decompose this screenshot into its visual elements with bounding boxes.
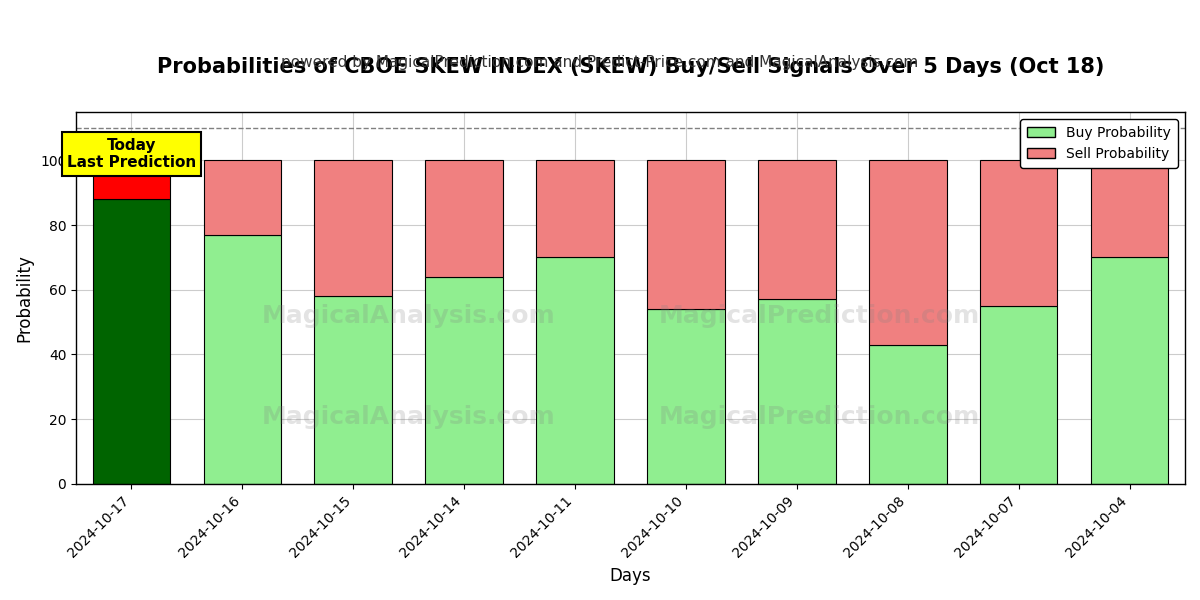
Bar (980, 160, 1057, 306)
Bar (869, 345, 947, 484)
Title: Probabilities of CBOE SKEW INDEX (SKEW) Buy/Sell Signals Over 5 Days (Oct 18): Probabilities of CBOE SKEW INDEX (SKEW) … (157, 57, 1104, 77)
Bar (869, 160, 947, 345)
Text: MagicalAnalysis.com: MagicalAnalysis.com (262, 304, 556, 328)
Text: MagicalPrediction.com: MagicalPrediction.com (659, 304, 979, 328)
Text: MagicalPrediction.com: MagicalPrediction.com (659, 405, 979, 429)
Text: powered by MagicalPrediction.com and Predict-Price.com and MagicalAnalysis.com: powered by MagicalPrediction.com and Pre… (281, 55, 919, 70)
Bar (536, 257, 614, 484)
Bar (92, 160, 170, 199)
Bar (204, 235, 281, 484)
Bar (1091, 257, 1169, 484)
Text: Today
Last Prediction: Today Last Prediction (67, 138, 196, 170)
Bar (758, 160, 835, 299)
X-axis label: Days: Days (610, 567, 652, 585)
Bar (758, 299, 835, 484)
Bar (425, 277, 503, 484)
Bar (314, 160, 392, 296)
Y-axis label: Probability: Probability (14, 254, 32, 342)
Legend: Buy Probability, Sell Probability: Buy Probability, Sell Probability (1020, 119, 1178, 167)
Bar (92, 199, 170, 484)
Bar (980, 306, 1057, 484)
Bar (1091, 160, 1169, 257)
Bar (647, 309, 725, 484)
Bar (536, 160, 614, 257)
Bar (314, 296, 392, 484)
Bar (647, 160, 725, 309)
Bar (204, 160, 281, 235)
Text: MagicalAnalysis.com: MagicalAnalysis.com (262, 405, 556, 429)
Bar (425, 160, 503, 277)
